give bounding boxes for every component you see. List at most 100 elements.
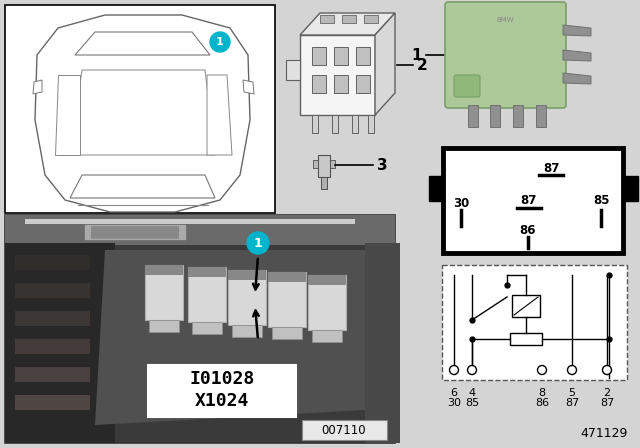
Bar [15, 311, 90, 326]
Text: 87: 87 [565, 398, 579, 408]
Text: 85: 85 [593, 194, 609, 207]
Bar [272, 327, 302, 339]
Bar [332, 115, 338, 133]
Bar [442, 265, 627, 380]
Text: 4: 4 [468, 388, 476, 398]
Bar [300, 35, 375, 115]
FancyBboxPatch shape [454, 75, 480, 97]
Polygon shape [286, 60, 300, 80]
Bar [320, 15, 334, 23]
Bar [536, 105, 546, 127]
Bar [510, 333, 542, 345]
Text: 85: 85 [465, 398, 479, 408]
Text: 87: 87 [520, 194, 536, 207]
Circle shape [210, 32, 230, 52]
Bar [268, 272, 306, 282]
Bar [145, 265, 183, 275]
Bar [364, 15, 378, 23]
Polygon shape [563, 25, 591, 36]
Text: 5: 5 [568, 388, 575, 398]
Text: 86: 86 [520, 224, 536, 237]
Bar [429, 176, 444, 201]
Polygon shape [55, 75, 80, 155]
Bar [365, 243, 400, 443]
Bar [15, 339, 90, 354]
Bar [228, 270, 266, 280]
Circle shape [449, 366, 458, 375]
Bar [443, 148, 623, 253]
Bar [334, 47, 348, 65]
Text: 30: 30 [447, 398, 461, 408]
Bar [623, 176, 638, 201]
Bar [15, 283, 90, 298]
Polygon shape [243, 80, 254, 94]
Bar [179, 225, 185, 239]
Bar [25, 219, 355, 224]
Text: BMW: BMW [496, 17, 514, 23]
Bar [312, 75, 326, 93]
Bar [512, 295, 540, 317]
Bar [513, 105, 523, 127]
Bar [468, 105, 478, 127]
Bar [15, 395, 90, 410]
Bar [5, 215, 395, 245]
Text: 1: 1 [412, 47, 422, 63]
Text: 2: 2 [604, 388, 611, 398]
Text: 471129: 471129 [580, 427, 628, 440]
Text: 30: 30 [453, 197, 469, 210]
Bar [334, 75, 348, 93]
Text: 3: 3 [377, 158, 388, 172]
Bar [188, 267, 226, 277]
Bar [312, 115, 318, 133]
Bar [356, 75, 370, 93]
Bar [85, 225, 91, 239]
Bar [302, 420, 387, 440]
Bar [268, 272, 306, 327]
Bar [5, 5, 275, 213]
Bar [5, 243, 115, 443]
Polygon shape [375, 13, 395, 115]
Bar [368, 115, 374, 133]
Bar [330, 160, 335, 168]
Bar [312, 330, 342, 342]
Bar [308, 275, 346, 285]
Polygon shape [207, 75, 232, 155]
Circle shape [467, 366, 477, 375]
Text: 6: 6 [451, 388, 458, 398]
Circle shape [538, 366, 547, 375]
Circle shape [568, 366, 577, 375]
Text: 2: 2 [417, 57, 428, 73]
Bar [312, 47, 326, 65]
Bar [342, 15, 356, 23]
Bar [15, 255, 90, 270]
FancyBboxPatch shape [445, 2, 566, 108]
Bar [188, 267, 226, 322]
Text: 007110: 007110 [322, 423, 366, 436]
Text: 86: 86 [535, 398, 549, 408]
Bar [85, 225, 185, 239]
Text: 87: 87 [543, 161, 559, 175]
Polygon shape [563, 73, 591, 84]
Bar [228, 270, 266, 325]
Text: 87: 87 [600, 398, 614, 408]
Bar [313, 160, 318, 168]
Polygon shape [70, 175, 215, 198]
Bar [15, 367, 90, 382]
Bar [318, 155, 330, 177]
Polygon shape [95, 250, 375, 425]
Polygon shape [70, 70, 215, 155]
Bar [149, 320, 179, 332]
Polygon shape [300, 13, 395, 35]
Circle shape [247, 232, 269, 254]
Bar [232, 325, 262, 337]
Polygon shape [33, 80, 42, 94]
Text: I01028: I01028 [189, 370, 255, 388]
Bar [490, 105, 500, 127]
Text: 1: 1 [253, 237, 262, 250]
Bar [5, 215, 395, 443]
Bar [145, 265, 183, 320]
Bar [356, 47, 370, 65]
Bar [352, 115, 358, 133]
Bar [308, 275, 346, 330]
Bar [192, 322, 222, 334]
